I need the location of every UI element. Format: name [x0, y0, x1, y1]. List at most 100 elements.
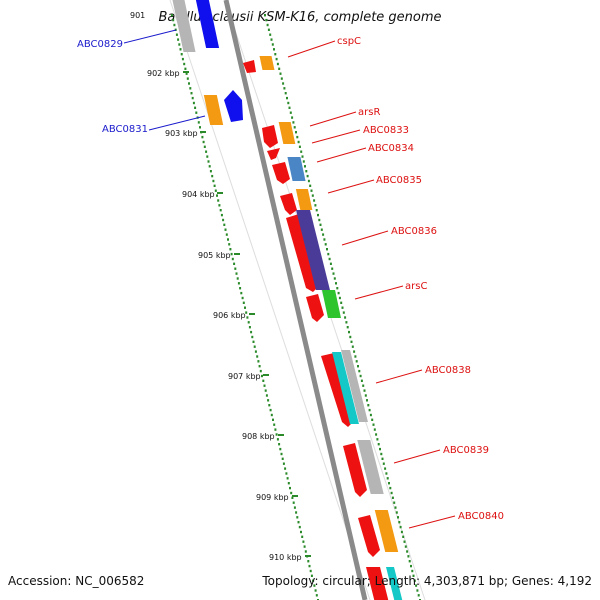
scale-dot	[403, 540, 406, 543]
scale-dot	[262, 379, 265, 382]
scale-dot	[332, 272, 335, 275]
gene-arsC-red	[306, 294, 324, 322]
leader-ABC0835	[327, 179, 375, 194]
scale-dot	[380, 452, 383, 456]
scale-dot	[276, 62, 279, 66]
gene-ABC0840-orange	[374, 510, 399, 552]
scale-label-908: 908 kbp	[242, 432, 275, 441]
scale-dot	[323, 238, 326, 241]
scale-dot	[186, 77, 189, 80]
scale-dot	[284, 467, 287, 470]
scale-dot	[205, 150, 208, 153]
gene-arsC-green	[322, 290, 341, 318]
scale-dot	[298, 145, 301, 148]
gene-label-arsC[interactable]: arsC	[405, 281, 427, 292]
scale-dot	[270, 413, 273, 417]
scale-dot	[234, 267, 237, 270]
scale-label-901: 901	[130, 11, 145, 20]
leader-ABC0831	[148, 115, 206, 131]
scale-dot	[315, 594, 318, 597]
leader-ABC0840	[408, 515, 456, 529]
scale-dot	[381, 457, 384, 460]
gene-ABC0838-gray	[341, 350, 368, 422]
scale-dot	[225, 233, 228, 236]
scale-dot	[236, 277, 239, 280]
scale-dot	[341, 306, 344, 309]
gene-label-ABC0838[interactable]: ABC0838	[425, 365, 471, 376]
scale-dot	[295, 131, 297, 134]
scale-dot	[228, 243, 231, 246]
scale-dot	[367, 404, 370, 407]
scale-dot	[399, 525, 402, 529]
gene-arsR-red	[262, 125, 278, 148]
scale-dot	[180, 53, 183, 56]
scale-dot	[183, 62, 186, 66]
scale-dot	[241, 296, 244, 300]
scale-dot	[350, 340, 353, 343]
gene-label-ABC0839[interactable]: ABC0839	[443, 445, 489, 456]
scale-dot	[285, 472, 288, 475]
scale-dot	[231, 257, 234, 261]
scale-dot	[286, 477, 289, 480]
scale-dot	[223, 223, 226, 226]
gene-ABC0829-gray	[172, 0, 196, 52]
scale-dot	[292, 501, 295, 504]
scale-dot	[181, 57, 184, 61]
scale-dot	[283, 87, 286, 90]
scale-dot	[197, 121, 200, 124]
scale-dot	[212, 179, 215, 183]
scale-dot	[171, 14, 173, 17]
scale-dot	[293, 506, 296, 509]
scale-dot	[216, 194, 218, 197]
scale-dot	[254, 350, 257, 353]
scale-dot	[369, 413, 372, 417]
gene-label-ABC0831[interactable]: ABC0831	[102, 124, 148, 135]
scale-dot	[320, 228, 323, 231]
scale-dot	[276, 438, 279, 441]
scale-dot	[267, 399, 270, 402]
scale-dot	[190, 92, 193, 95]
scale-dot	[328, 257, 331, 261]
scale-dot	[291, 116, 294, 119]
scale-dot	[296, 516, 299, 519]
scale-dot	[275, 57, 278, 61]
scale-dot	[345, 321, 348, 324]
scale-dot	[371, 418, 374, 421]
gene-label-ABC0840[interactable]: ABC0840	[458, 511, 504, 522]
gene-label-ABC0833[interactable]: ABC0833	[363, 125, 409, 136]
scale-dot	[202, 140, 205, 144]
gene-label-ABC0834[interactable]: ABC0834	[368, 143, 414, 154]
scale-dot	[295, 511, 298, 514]
gene-ABC0831-blue	[224, 90, 243, 122]
scale-dot	[280, 452, 283, 456]
gene-label-ABC0835[interactable]: ABC0835	[376, 175, 422, 186]
scale-dot	[269, 33, 272, 36]
scale-dot	[281, 457, 284, 460]
scale-dot	[364, 394, 367, 397]
scale-dot	[342, 311, 345, 314]
scale-dot	[269, 408, 272, 412]
scale-dot	[265, 394, 268, 397]
scale-dot	[338, 296, 341, 300]
scale-dot	[189, 87, 192, 90]
scale-dot	[195, 111, 198, 114]
gene-label-arsR[interactable]: arsR	[358, 107, 380, 118]
scale-dot	[398, 521, 401, 524]
gene-ABC0833-orange	[278, 122, 296, 144]
scale-dot	[388, 482, 390, 485]
scale-dot	[346, 326, 349, 329]
gene-label-cspC[interactable]: cspC	[337, 36, 361, 47]
scale-dot	[239, 287, 242, 290]
leader-arsR	[309, 111, 357, 127]
gene-label-ABC0829[interactable]: ABC0829	[77, 39, 123, 50]
scale-dot	[235, 272, 238, 275]
scale-label-910: 910 kbp	[269, 553, 302, 562]
scale-dot	[291, 496, 294, 499]
leader-ABC0838	[375, 369, 423, 384]
scale-dot	[246, 316, 249, 319]
gene-label-ABC0836[interactable]: ABC0836	[391, 226, 437, 237]
scale-dot	[357, 365, 359, 368]
scale-dot	[175, 33, 178, 36]
scale-dot	[393, 501, 396, 504]
gene-next-cyan	[386, 567, 403, 600]
